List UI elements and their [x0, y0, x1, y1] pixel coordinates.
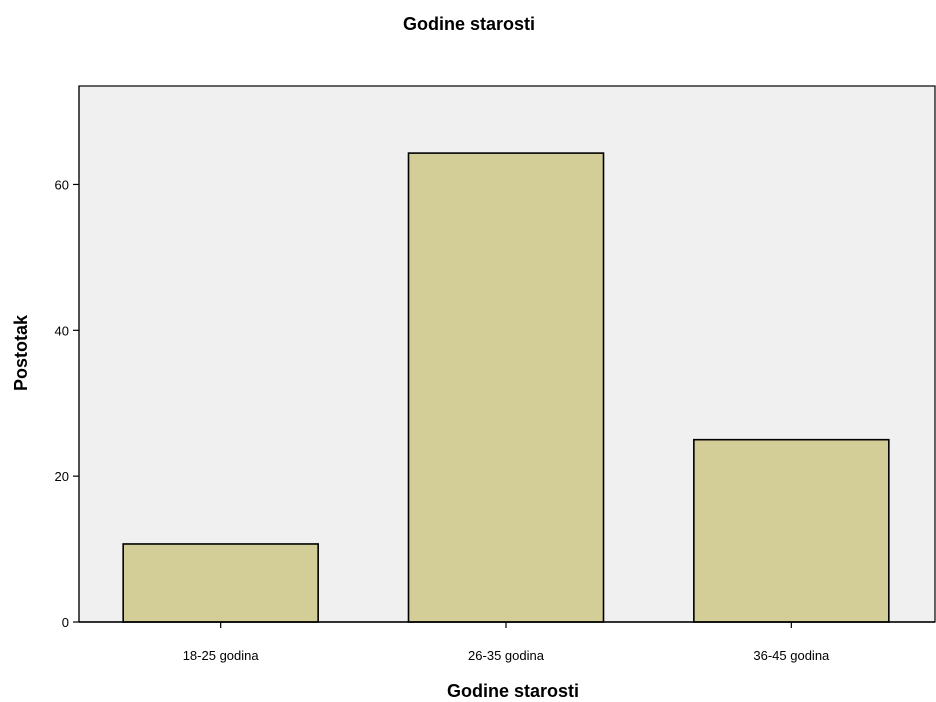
y-axis-ticks: 0 20 40 60: [55, 177, 79, 630]
x-tick-label: 26-35 godina: [468, 648, 545, 663]
y-axis-title: Postotak: [11, 314, 31, 391]
x-tick-label: 36-45 godina: [753, 648, 830, 663]
x-axis-title: Godine starosti: [447, 681, 579, 701]
x-axis-ticks: 18-25 godina 26-35 godina 36-45 godina: [183, 622, 830, 663]
x-tick-label: 18-25 godina: [183, 648, 260, 663]
y-tick-label: 60: [55, 177, 69, 192]
y-tick-label: 20: [55, 469, 69, 484]
bars-group: [122, 152, 890, 623]
bar-36-45-godina: [693, 438, 890, 623]
bar-26-35-godina: [407, 152, 605, 623]
chart-title: Godine starosti: [403, 14, 535, 34]
y-tick-label: 40: [55, 323, 69, 338]
bar-18-25-godina: [122, 543, 319, 623]
y-tick-label: 0: [62, 615, 69, 630]
